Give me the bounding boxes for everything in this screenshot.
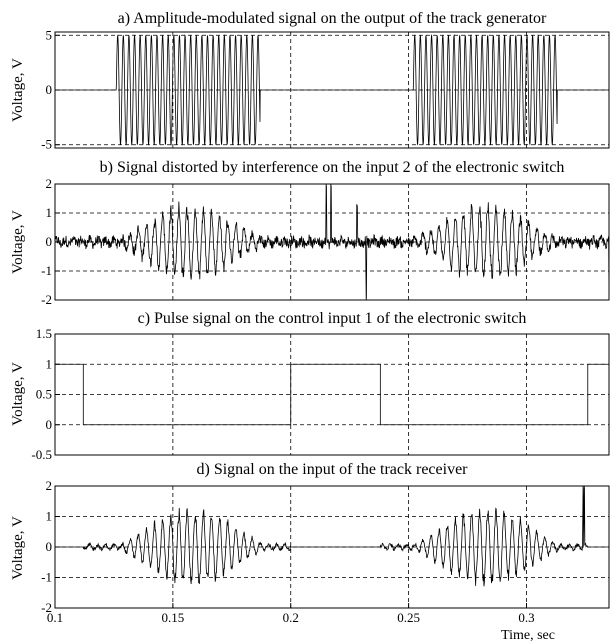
x-tick-label: 0.15 (161, 610, 184, 625)
x-tick-label: 0.1 (47, 610, 63, 625)
panel-title: a) Amplitude-modulated signal on the out… (118, 10, 547, 27)
y-tick-label: 1 (46, 356, 53, 371)
y-tick-label: 1 (46, 205, 53, 220)
x-tick-label: 0.3 (518, 610, 534, 625)
y-axis-label: Voltage, V (10, 210, 26, 274)
y-tick-label: -1 (41, 570, 52, 585)
x-tick-label: 0.2 (283, 610, 299, 625)
y-axis-label: Voltage, V (10, 58, 26, 122)
y-tick-label: 0.5 (36, 387, 52, 402)
y-tick-label: 0 (46, 417, 53, 432)
y-tick-label: -5 (41, 137, 52, 152)
y-tick-label: 5 (46, 27, 53, 42)
y-axis-label: Voltage, V (10, 362, 26, 426)
x-tick-label: 0.25 (397, 610, 420, 625)
panel-c: c) Pulse signal on the control input 1 o… (10, 310, 610, 462)
y-tick-label: 0 (46, 234, 53, 249)
panel-title: d) Signal on the input of the track rece… (196, 461, 468, 478)
y-tick-label: 2 (46, 478, 53, 493)
y-axis-label: Voltage, V (10, 516, 26, 580)
series-line (55, 486, 609, 587)
y-tick-label: 2 (46, 176, 53, 191)
series-line (55, 363, 609, 426)
y-tick-label: -0.5 (31, 447, 52, 462)
y-tick-label: -2 (41, 600, 52, 615)
panel-b: b) Signal distorted by interference on t… (10, 159, 610, 307)
y-tick-label: -2 (41, 292, 52, 307)
panel-d: d) Signal on the input of the track rece… (10, 461, 610, 643)
y-tick-label: 1 (46, 509, 53, 524)
panel-title: c) Pulse signal on the control input 1 o… (138, 310, 527, 327)
y-tick-label: 0 (46, 539, 53, 554)
y-tick-label: 0 (46, 82, 53, 97)
y-tick-label: 1.5 (36, 326, 52, 341)
series-line (55, 184, 609, 300)
x-axis-label: Time, sec (501, 628, 555, 643)
panel-title: b) Signal distorted by interference on t… (100, 159, 565, 176)
y-tick-label: -1 (41, 263, 52, 278)
panel-a: a) Amplitude-modulated signal on the out… (10, 10, 610, 152)
series-line (55, 34, 609, 147)
